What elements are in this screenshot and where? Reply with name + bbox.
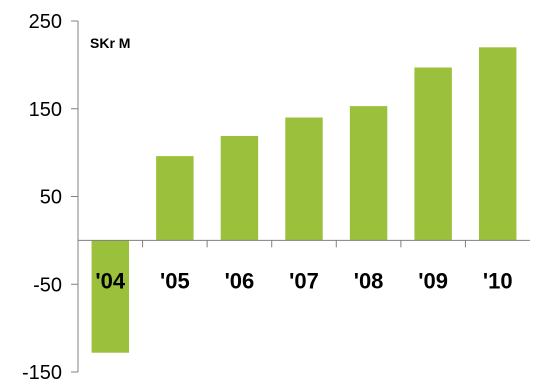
y-axis-ticks: 250 150 50 -50 -150 (22, 11, 62, 384)
bar (156, 156, 194, 241)
y-tick-label: 250 (29, 11, 62, 33)
bar (478, 47, 517, 241)
axes (71, 20, 530, 373)
x-tick-label: '09 (418, 268, 448, 293)
bar (220, 135, 259, 241)
x-tick-label: '04 (95, 268, 125, 293)
bars (91, 47, 517, 353)
x-tick-label: '07 (289, 268, 319, 293)
x-tick-label: '08 (354, 268, 384, 293)
y-tick-label: 50 (40, 187, 62, 209)
y-tick-label: -50 (33, 274, 62, 296)
x-tick-label: '10 (483, 268, 513, 293)
x-tick-label: '05 (160, 268, 190, 293)
y-tick-label: -150 (22, 362, 62, 384)
x-axis-ticks: '04 '05 '06 '07 '08 '09 '10 (95, 268, 512, 293)
unit-label: SKr M (90, 35, 130, 51)
x-tick-label: '06 (225, 268, 255, 293)
bar (91, 240, 130, 353)
y-tick-label: 150 (29, 99, 62, 121)
bar (285, 117, 323, 241)
bar (349, 106, 388, 241)
bar (414, 67, 452, 241)
